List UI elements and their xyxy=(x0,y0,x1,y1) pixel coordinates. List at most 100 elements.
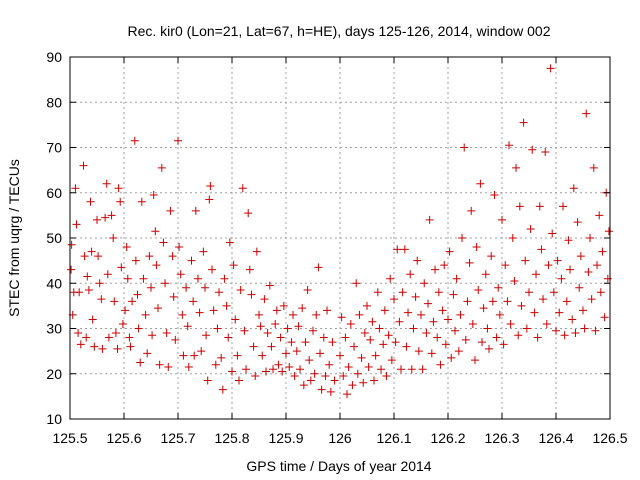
data-point-marker xyxy=(542,319,551,328)
data-point-marker xyxy=(368,317,377,326)
data-point-marker xyxy=(366,335,375,344)
data-point-marker xyxy=(93,215,101,224)
x-tick-label: 125.7 xyxy=(160,430,195,446)
data-point-marker xyxy=(168,252,177,261)
data-point-marker xyxy=(498,215,506,224)
data-point-marker xyxy=(580,324,589,333)
data-point-marker xyxy=(402,342,411,351)
x-tick-label: 125.8 xyxy=(214,430,249,446)
data-point-marker xyxy=(208,265,217,274)
y-tick-label: 10 xyxy=(46,411,62,427)
data-point-marker xyxy=(449,290,458,299)
data-point-marker xyxy=(282,349,290,358)
data-point-marker xyxy=(460,143,469,152)
data-point-marker xyxy=(566,265,575,274)
data-point-marker xyxy=(113,344,122,353)
data-point-marker xyxy=(467,206,476,215)
data-point-marker xyxy=(171,335,180,344)
data-point-marker xyxy=(152,261,161,270)
data-point-marker xyxy=(591,326,600,335)
data-point-marker xyxy=(298,304,307,313)
data-point-marker xyxy=(252,247,261,256)
data-point-marker xyxy=(289,310,298,319)
data-point-marker xyxy=(328,338,337,347)
data-point-marker xyxy=(364,362,373,371)
data-point-marker xyxy=(397,365,406,374)
data-point-marker xyxy=(67,240,76,249)
data-point-marker xyxy=(526,224,535,233)
data-point-marker xyxy=(240,326,249,335)
data-point-marker xyxy=(82,333,91,342)
data-point-marker xyxy=(222,301,231,310)
data-point-marker xyxy=(479,304,488,313)
data-point-marker xyxy=(118,319,127,328)
x-tick-label: 125.5 xyxy=(52,430,87,446)
data-point-marker xyxy=(126,342,135,351)
data-point-marker xyxy=(530,308,539,317)
data-point-marker xyxy=(503,297,512,306)
data-point-marker xyxy=(110,297,119,306)
data-point-marker xyxy=(169,292,178,301)
y-tick-labels: 10 20 30 40 50 60 70 80 90 xyxy=(46,49,62,427)
data-point-marker xyxy=(355,310,364,319)
data-point-marker xyxy=(314,263,323,272)
data-point-marker xyxy=(468,319,477,328)
data-point-marker xyxy=(360,329,369,338)
data-point-marker xyxy=(505,141,514,150)
data-point-marker xyxy=(145,252,154,261)
data-point-marker xyxy=(166,206,175,215)
data-point-marker xyxy=(391,338,400,347)
data-point-marker xyxy=(539,295,548,304)
data-point-marker xyxy=(413,256,422,265)
data-point-marker xyxy=(321,372,330,381)
data-point-marker xyxy=(279,301,288,310)
data-point-marker xyxy=(553,256,562,265)
data-point-marker xyxy=(348,381,357,390)
data-point-marker xyxy=(508,234,517,242)
data-point-marker xyxy=(393,245,402,254)
data-point-marker xyxy=(533,333,542,342)
data-point-marker xyxy=(424,299,433,308)
data-point-marker xyxy=(238,184,247,193)
data-point-marker xyxy=(427,349,436,358)
data-point-marker xyxy=(451,326,460,335)
data-point-marker xyxy=(107,211,116,220)
y-tick-label: 80 xyxy=(46,94,62,110)
data-point-marker xyxy=(255,310,263,319)
data-point-marker xyxy=(213,324,222,333)
data-point-marker xyxy=(101,213,110,222)
data-point-marker xyxy=(598,247,607,256)
data-point-marker xyxy=(472,243,481,252)
data-point-marker xyxy=(189,297,198,306)
data-point-marker xyxy=(84,286,93,295)
data-point-marker xyxy=(346,319,355,328)
data-point-marker xyxy=(387,356,396,365)
data-point-marker xyxy=(263,329,272,338)
data-point-marker xyxy=(353,369,362,378)
data-point-marker xyxy=(86,197,95,206)
y-tick-label: 60 xyxy=(46,185,62,201)
data-point-marker xyxy=(74,329,83,338)
data-point-marker xyxy=(323,306,332,315)
data-point-marker xyxy=(552,326,560,335)
data-point-marker xyxy=(245,265,254,274)
data-point-marker xyxy=(589,163,598,172)
data-point-marker xyxy=(292,347,301,356)
data-point-marker xyxy=(224,333,233,342)
data-point-marker xyxy=(458,234,467,242)
data-point-marker xyxy=(316,349,325,358)
data-point-marker xyxy=(72,220,81,229)
data-point-marker xyxy=(90,342,99,351)
data-point-marker xyxy=(560,331,569,340)
data-point-marker xyxy=(130,136,139,145)
data-point-marker xyxy=(87,247,96,256)
data-point-marker xyxy=(465,258,474,267)
data-point-marker xyxy=(445,247,454,256)
data-point-marker xyxy=(325,360,334,369)
data-point-marker xyxy=(575,283,584,292)
data-point-marker xyxy=(319,333,328,342)
axis-ticks xyxy=(69,56,611,420)
data-point-marker xyxy=(202,331,211,340)
data-point-marker xyxy=(102,179,111,188)
data-point-marker xyxy=(206,181,215,190)
